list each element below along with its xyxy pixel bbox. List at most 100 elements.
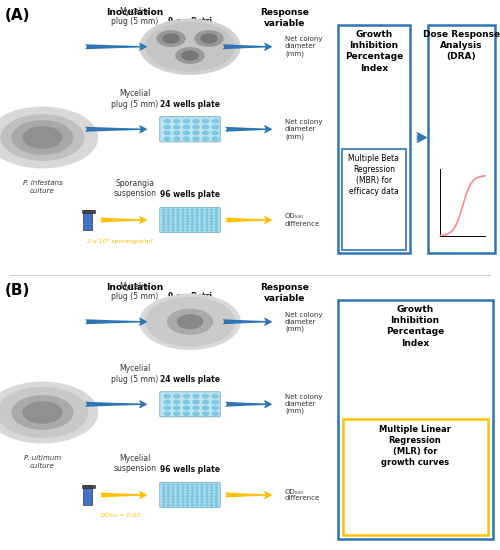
Circle shape: [196, 212, 198, 213]
Circle shape: [196, 496, 198, 497]
Circle shape: [191, 493, 194, 494]
Circle shape: [206, 215, 208, 216]
Circle shape: [191, 218, 194, 219]
Circle shape: [176, 224, 180, 225]
Circle shape: [191, 504, 194, 506]
Circle shape: [184, 131, 190, 135]
Circle shape: [210, 212, 213, 213]
Text: 96 wells plate: 96 wells plate: [160, 465, 220, 474]
Circle shape: [210, 209, 213, 211]
Circle shape: [172, 484, 174, 486]
Circle shape: [176, 496, 180, 497]
Circle shape: [212, 400, 218, 404]
Circle shape: [23, 127, 62, 148]
Circle shape: [186, 209, 189, 211]
Text: OD₅₀₀ = 0.05: OD₅₀₀ = 0.05: [100, 513, 140, 518]
Circle shape: [164, 412, 170, 415]
Circle shape: [176, 218, 180, 219]
Circle shape: [206, 499, 208, 500]
Circle shape: [215, 218, 218, 219]
Circle shape: [182, 493, 184, 494]
Circle shape: [167, 499, 170, 500]
Circle shape: [193, 400, 199, 404]
Circle shape: [167, 215, 170, 216]
Circle shape: [184, 406, 190, 410]
Circle shape: [162, 504, 165, 506]
Circle shape: [184, 119, 190, 123]
Circle shape: [176, 504, 180, 506]
Circle shape: [172, 215, 174, 216]
Circle shape: [200, 504, 203, 506]
Circle shape: [182, 499, 184, 500]
Circle shape: [174, 394, 180, 398]
Text: 96 wells plate: 96 wells plate: [160, 190, 220, 200]
Circle shape: [215, 229, 218, 231]
Circle shape: [167, 221, 170, 222]
Circle shape: [202, 119, 208, 123]
Circle shape: [200, 502, 203, 503]
Circle shape: [167, 484, 170, 486]
Circle shape: [184, 412, 190, 415]
Circle shape: [174, 131, 180, 135]
Circle shape: [167, 496, 170, 497]
Circle shape: [206, 221, 208, 222]
Circle shape: [196, 502, 198, 503]
FancyBboxPatch shape: [160, 392, 220, 417]
Circle shape: [186, 493, 189, 494]
Circle shape: [172, 502, 174, 503]
Text: 9 cm Petri: 9 cm Petri: [168, 17, 212, 26]
Circle shape: [0, 388, 88, 437]
Circle shape: [167, 224, 170, 225]
Circle shape: [186, 221, 189, 222]
Circle shape: [191, 209, 194, 211]
Circle shape: [140, 19, 240, 74]
Circle shape: [212, 125, 218, 129]
Circle shape: [196, 209, 198, 211]
Text: OD₅₀₀
difference: OD₅₀₀ difference: [285, 488, 320, 502]
Circle shape: [191, 496, 194, 497]
Circle shape: [162, 502, 165, 503]
Circle shape: [201, 34, 217, 43]
Circle shape: [167, 487, 170, 488]
Circle shape: [191, 224, 194, 225]
Bar: [338, 25, 410, 253]
Circle shape: [210, 487, 213, 488]
Circle shape: [191, 484, 194, 486]
Circle shape: [196, 215, 198, 216]
FancyBboxPatch shape: [160, 482, 220, 508]
Circle shape: [196, 484, 198, 486]
Circle shape: [182, 227, 184, 228]
Circle shape: [164, 137, 170, 140]
Circle shape: [146, 298, 234, 346]
Circle shape: [196, 229, 198, 231]
Circle shape: [191, 502, 194, 503]
Circle shape: [202, 125, 208, 129]
Circle shape: [193, 137, 199, 140]
Text: Multiple Beta
Regression
(MBR) for
efficacy data: Multiple Beta Regression (MBR) for effic…: [348, 154, 399, 196]
Circle shape: [186, 484, 189, 486]
Circle shape: [200, 212, 203, 213]
Circle shape: [176, 221, 180, 222]
Circle shape: [168, 309, 212, 334]
Circle shape: [195, 31, 223, 46]
Circle shape: [146, 23, 234, 71]
Circle shape: [172, 218, 174, 219]
Circle shape: [200, 493, 203, 494]
Circle shape: [193, 412, 199, 415]
Circle shape: [176, 227, 180, 228]
Circle shape: [191, 490, 194, 491]
Circle shape: [191, 227, 194, 228]
Circle shape: [193, 119, 199, 123]
Circle shape: [210, 224, 213, 225]
Circle shape: [215, 496, 218, 497]
Circle shape: [140, 294, 240, 349]
Circle shape: [186, 224, 189, 225]
Bar: [82, 485, 94, 488]
Circle shape: [164, 394, 170, 398]
Bar: [338, 300, 492, 539]
Circle shape: [200, 218, 203, 219]
Circle shape: [191, 221, 194, 222]
Circle shape: [174, 119, 180, 123]
Circle shape: [176, 215, 180, 216]
Circle shape: [186, 218, 189, 219]
